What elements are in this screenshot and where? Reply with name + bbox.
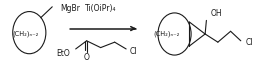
Text: MgBr: MgBr	[60, 4, 80, 13]
Text: Cl: Cl	[130, 47, 137, 56]
Text: EtO: EtO	[56, 49, 70, 58]
Text: Cl: Cl	[244, 38, 252, 47]
Text: Ti(OiPr)₄: Ti(OiPr)₄	[85, 4, 116, 13]
Text: O: O	[83, 53, 89, 62]
Text: (CH₂)ₙ₋₂: (CH₂)ₙ₋₂	[12, 31, 38, 37]
Text: OH: OH	[210, 9, 221, 18]
Text: (CH₂)ₙ₋₂: (CH₂)ₙ₋₂	[152, 31, 179, 37]
